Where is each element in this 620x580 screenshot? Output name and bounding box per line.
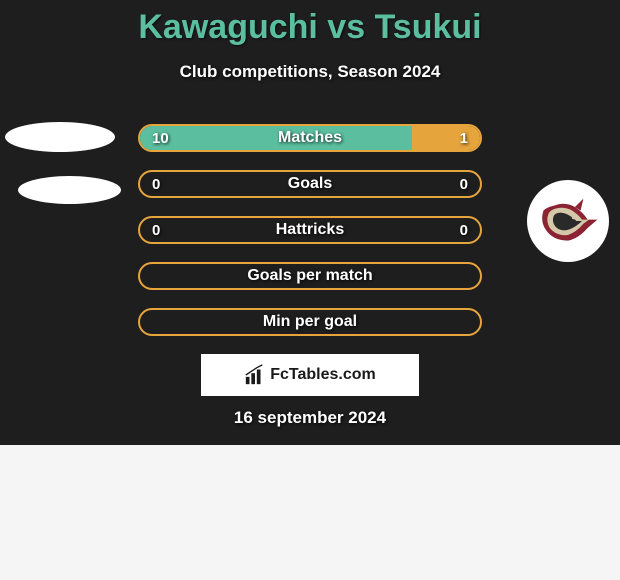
player-left-avatar-1 — [5, 122, 115, 152]
stat-bar-goals: 0 0 Goals — [138, 170, 482, 198]
bar-chart-icon — [244, 364, 266, 386]
stat-bar-hattricks: 0 0 Hattricks — [138, 216, 482, 244]
bar-value-right: 0 — [460, 222, 468, 239]
stat-bar-matches: 10 1 Matches — [138, 124, 482, 152]
player-right-avatar — [527, 180, 609, 262]
background-light — [0, 445, 620, 580]
bar-value-right: 0 — [460, 176, 468, 193]
stat-bar-min-per-goal: Min per goal — [138, 308, 482, 336]
bar-label: Hattricks — [276, 221, 344, 239]
bar-value-left: 0 — [152, 176, 160, 193]
bar-label: Min per goal — [263, 313, 357, 331]
player-left-avatar-2 — [18, 176, 121, 204]
page-title: Kawaguchi vs Tsukui — [0, 8, 620, 47]
bar-value-left: 0 — [152, 222, 160, 239]
bar-value-right: 1 — [460, 130, 468, 147]
stat-bar-goals-per-match: Goals per match — [138, 262, 482, 290]
coyote-logo-icon — [533, 186, 603, 256]
bar-label: Goals per match — [247, 267, 372, 285]
bar-label: Matches — [278, 129, 342, 147]
comparison-bars: 10 1 Matches 0 0 Goals 0 0 Hattricks Goals per ma… — [138, 124, 482, 354]
fctables-logo-text: FcTables.com — [270, 366, 376, 384]
bar-fill-left — [140, 126, 412, 150]
page-subtitle: Club competitions, Season 2024 — [0, 62, 620, 82]
bar-fill-right — [412, 126, 480, 150]
bar-label: Goals — [288, 175, 332, 193]
date-label: 16 september 2024 — [0, 408, 620, 428]
bar-value-left: 10 — [152, 130, 169, 147]
fctables-logo-box: FcTables.com — [201, 354, 419, 396]
